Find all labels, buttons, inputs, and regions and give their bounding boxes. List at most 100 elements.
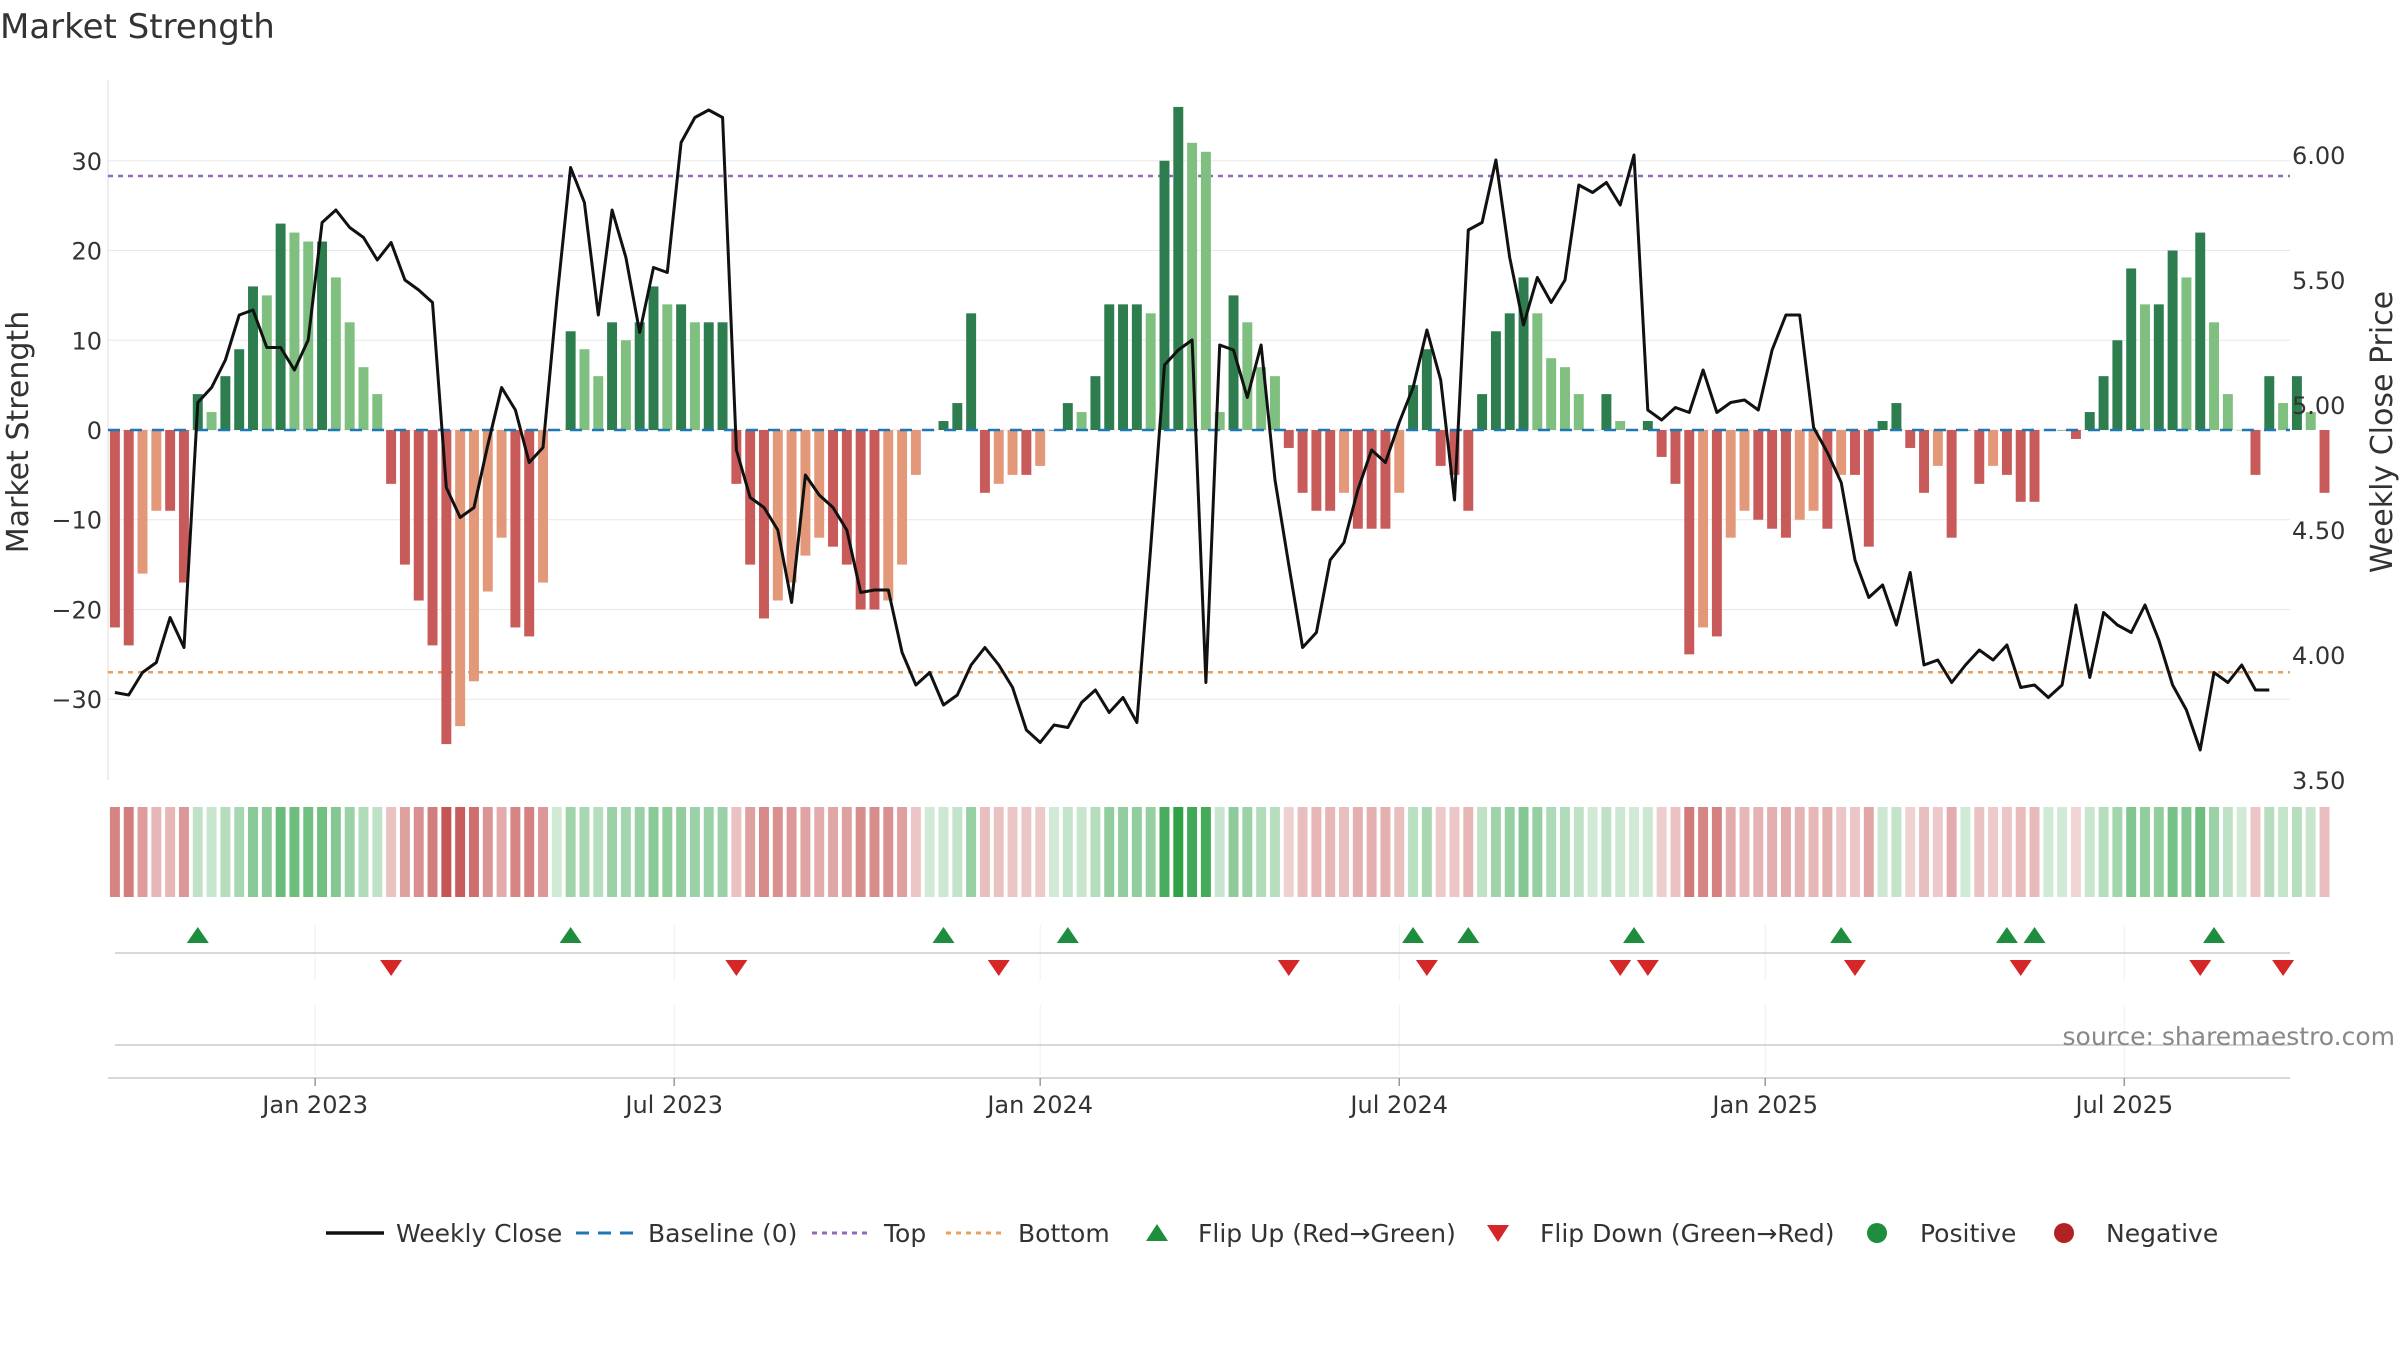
heat-cell [938,807,949,897]
legend-label: Top [883,1219,926,1248]
heat-cell [2209,807,2220,897]
strength-bar [593,376,604,430]
heat-cell [399,807,410,897]
heat-cell [510,807,521,897]
strength-bar [1352,430,1363,529]
left-tick-label: 20 [71,238,102,266]
strength-bar [1214,412,1225,430]
flip-up-marker [1056,927,1079,943]
strength-bar [2126,268,2137,430]
heat-cell [1877,807,1888,897]
strength-bar [1891,403,1902,430]
heat-cell [317,807,328,897]
strength-bar [1684,430,1695,655]
strength-bar [1256,367,1267,430]
heat-cell [1518,807,1529,897]
heat-cell [2278,807,2289,897]
strength-bar [1601,394,1612,430]
strength-bar [261,295,272,430]
strength-bar [2153,304,2164,430]
legend: Weekly Close Baseline (0) Top Bottom Flip Up… [326,1219,2218,1248]
heat-cell [2291,807,2302,897]
heat-cell [2167,807,2178,897]
flip-down-marker [1843,960,1866,976]
heat-cell [289,807,300,897]
heat-cell [800,807,811,897]
right-axis-label: Weekly Close Price [2365,291,2400,573]
strength-bar [828,430,839,547]
heat-cell [634,807,645,897]
strength-bar [1615,421,1626,430]
strength-bar [1988,430,1999,466]
strength-bar [399,430,410,565]
strength-bar [137,430,148,574]
heat-cell [648,807,659,897]
heat-cell [1269,807,1280,897]
heat-cell [1380,807,1391,897]
heat-cell [1629,807,1639,897]
flip-markers-panel [115,925,2295,1075]
legend-label: Negative [2106,1219,2218,1248]
strength-heat-strip [109,807,2330,897]
heat-cell [952,807,963,897]
heat-cell [1256,807,1267,897]
strength-bar [1780,430,1791,538]
strength-bar [1518,277,1529,430]
heat-cell [2319,807,2330,897]
strength-bar [178,430,189,583]
strength-bar [2167,250,2178,430]
strength-bar [1932,430,1943,466]
x-tick-label: Jan 2024 [985,1091,1093,1119]
strength-bar [1366,430,1377,529]
flip-up-marker [186,927,209,943]
heat-cell [1173,807,1184,897]
strength-bar [1200,151,1211,431]
left-axis-ticks: 30 20 10 0 −10 −20 −30 [51,148,102,714]
strength-bar [1187,142,1198,431]
strength-bar [1228,295,1239,430]
heat-cell [206,807,217,897]
flip-down-marker [2189,960,2212,976]
right-tick-label: 3.50 [2292,767,2345,795]
strength-bar [248,286,258,430]
strength-bar [2319,430,2330,493]
weekly-close-series [114,108,2270,752]
heat-cell [841,807,852,897]
flip-up-marker [932,927,955,943]
strength-bar [524,430,535,637]
flip-down-marker [1415,960,1438,976]
strength-bar [2236,430,2247,431]
heat-cell [482,807,493,897]
strength-bar [2195,232,2206,430]
heat-cell [220,807,231,897]
heat-cell [814,807,825,897]
heat-cell [1573,807,1584,897]
heat-cell [1642,807,1653,897]
strength-bar [1463,430,1474,511]
strength-bar [2278,403,2289,430]
strength-bar [2112,340,2123,430]
chart-title: Market Strength [0,7,275,47]
strength-bar [1753,430,1764,520]
heat-cell [538,807,548,897]
strength-bar [1559,367,1570,430]
strength-bar [2001,430,2012,475]
strength-bar [1118,304,1129,430]
heat-cell [330,807,341,897]
heat-cell [303,807,314,897]
strength-bar [1504,313,1515,430]
flip-down-marker [987,960,1010,976]
right-tick-label: 4.00 [2292,642,2345,670]
strength-bar [1905,430,1916,448]
heat-cell [123,807,134,897]
heat-cell [234,807,245,897]
right-tick-label: 6.00 [2292,142,2345,170]
heat-cell [1297,807,1308,897]
strength-bar [330,277,341,430]
heat-cell [1187,807,1198,897]
heat-cell [1200,807,1211,897]
strength-bar [2222,394,2233,430]
heat-cell [689,807,700,897]
flip-up-marker [1402,927,1425,943]
strength-bar [1145,313,1156,430]
